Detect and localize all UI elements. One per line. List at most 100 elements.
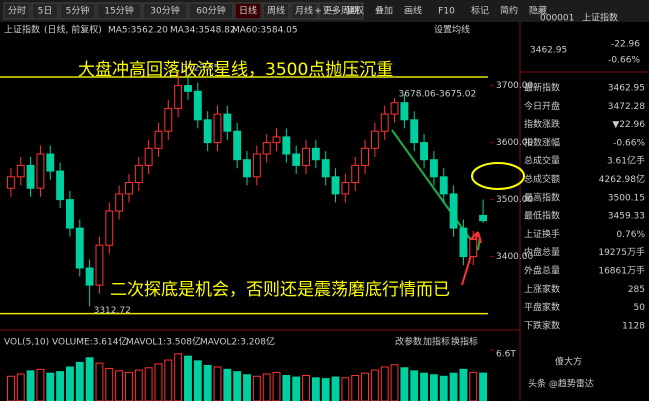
volume-bar [459,368,468,401]
volume-bar [380,366,389,401]
tab[interactable] [3,2,31,20]
tab-label[interactable]: 30分钟 [150,5,179,17]
quote-value: -0.66% [613,138,645,148]
toolbar-button[interactable]: F10 [438,7,455,17]
candle-body [479,214,488,222]
tab[interactable] [262,2,290,20]
volume-bar [370,369,379,401]
volume-indicator: MAVOL1:3.508亿 [126,336,201,348]
candle-body [164,107,173,132]
volume-bar [341,377,350,401]
quote-value: 3459.33 [608,212,645,222]
quote-label: 总成交额 [524,173,560,185]
toolbar-button[interactable]: 画线 [404,5,422,17]
price-annotation: 3678.06-3675.02 [399,90,477,100]
overlay-text: 二次探底是机会，否则还是震荡磨底行情而已 [110,280,450,300]
tab-label[interactable]: 15分钟 [104,5,133,17]
tab[interactable] [31,2,59,20]
toolbar-button[interactable]: 简约 [500,5,518,17]
candle-body [105,210,114,246]
volume-button[interactable]: 加指标 [423,336,450,348]
candle-body [65,199,74,229]
quote-price: 3462.95 [530,46,567,56]
volume-bar [252,375,261,401]
tab-label[interactable]: 5分钟 [66,5,90,17]
candle-body [449,193,458,229]
quote-value: 3462.95 [608,84,645,94]
volume-bar [174,353,183,401]
quote-label: 最高指数 [524,191,560,203]
candle-body [154,130,163,149]
volume-bar [85,357,94,401]
volume-bar [184,355,192,401]
quote-value: 19275万手 [598,246,645,258]
indicator: MA5:3562.20 [108,26,168,36]
candle-body [380,113,389,132]
tab-label[interactable]: 日线 [239,5,257,17]
y-tick-label: 3500.00 [496,195,533,205]
volume-title: VOL(5,10) [4,338,49,348]
toolbar-button[interactable]: 隐藏 [529,5,547,17]
toolbar-button[interactable]: 标记 [471,5,489,17]
candle-body [184,85,192,92]
volume-bar [213,366,222,401]
y-tick-label: 6.6T [496,350,516,360]
quote-name: 上证指数 [582,12,618,24]
candle-body [311,147,320,161]
candle-body [203,119,212,144]
highlight-ellipse [471,162,525,190]
quote-value: 3472.28 [608,102,645,112]
volume-bar [321,378,330,401]
candle-body [223,113,232,132]
volume-bar [95,362,104,401]
volume-bar [390,364,399,401]
volume-bar [115,370,124,401]
candle-body [439,176,448,195]
volume-bar [351,375,360,401]
volume-bar [262,373,271,401]
volume-bar [282,375,291,401]
candle-body [95,244,104,286]
volume-bar [16,373,25,401]
tab-label[interactable]: 更多周期 [323,5,359,17]
tab[interactable] [96,2,142,20]
tab-label[interactable]: 60分钟 [196,5,225,17]
toolbar-button[interactable]: − [329,7,337,17]
volume-bar [105,368,114,401]
candle-body [6,176,15,189]
tab[interactable] [290,2,318,20]
candle-body [26,164,35,189]
quote-label: 上涨家数 [524,283,560,295]
tab-label[interactable]: 5日 [38,6,53,17]
indicator: MA60:3584.05 [232,26,298,36]
toolbar-button[interactable]: 叠加 [375,6,393,17]
indicator: MA34:3548.82 [170,26,236,36]
candle-body [36,153,45,189]
volume-bar [479,372,488,401]
candle-body [400,102,409,121]
volume-bar [420,372,429,401]
volume-button[interactable]: 换指标 [451,336,478,348]
candle-body [75,227,84,269]
tab[interactable] [142,2,188,20]
tab[interactable] [234,2,262,20]
volume-button[interactable]: 改参数 [395,336,422,348]
candle-body [252,153,261,178]
toolbar-button[interactable]: + [314,7,322,17]
candle-body [193,90,202,121]
toolbar-button[interactable]: 复权 [346,5,364,17]
volume-bar [65,366,74,401]
volume-bar [193,360,202,401]
volume-bar [311,377,320,401]
y-tick-label: 3600.00 [496,138,533,148]
tab[interactable] [59,2,96,20]
tab-label[interactable]: 月线 [295,5,313,17]
tab[interactable] [188,2,234,20]
settings-label[interactable]: 设置均线 [434,24,470,36]
tab-label[interactable]: 分时 [8,5,26,17]
candle-body [272,136,281,144]
tab-label[interactable]: 周线 [267,5,285,17]
tab[interactable] [318,2,364,20]
